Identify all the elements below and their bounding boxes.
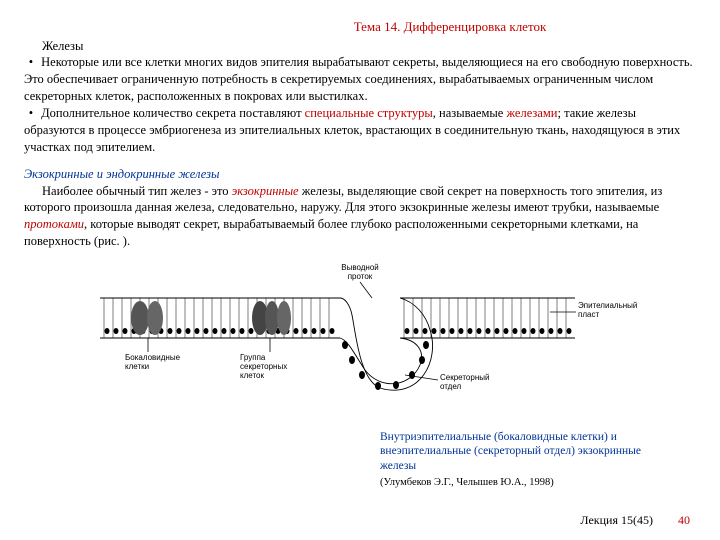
label-duct: Выводной: [341, 263, 379, 272]
p3b: экзокринные: [232, 184, 299, 198]
label-layer: Эпителиальный: [578, 301, 637, 310]
figure-caption: Внутриэпителиальные (бокаловидные клетки…: [380, 430, 680, 490]
para2-a: Дополнительное количество секрета постав…: [41, 106, 305, 120]
page-number: 40: [678, 513, 690, 527]
p3d: протоками: [24, 217, 84, 231]
paragraph-2: • Дополнительное количество секрета пост…: [24, 105, 696, 156]
page-footer: Лекция 15(45) 40: [580, 512, 690, 528]
para2-b: специальные структуры: [305, 106, 433, 120]
para1-text: Некоторые или все клетки многих видов эп…: [24, 55, 693, 103]
bullet-icon: •: [24, 105, 38, 122]
label-secretory-2: отдел: [440, 382, 462, 391]
label-layer-2: пласт: [578, 310, 599, 319]
label-secretory: Секреторный: [440, 373, 489, 382]
caption-main: Внутриэпителиальные (бокаловидные клетки…: [380, 430, 680, 475]
section-head-2: Экзокринные и эндокринные железы: [24, 166, 696, 183]
caption-source: (Улумбеков Э.Г., Челышев Ю.А., 1998): [380, 476, 680, 490]
label-group-2: секреторных: [240, 362, 287, 371]
cells: [104, 298, 572, 390]
label-goblet: Бокаловидные: [125, 353, 181, 362]
p3a: Наиболее обычный тип желез - это: [42, 184, 232, 198]
label-group-3: клеток: [240, 371, 264, 380]
label-goblet-2: клетки: [125, 362, 149, 371]
glands-subtitle: Железы: [24, 38, 696, 55]
p3e: , которые выводят секрет, вырабатываемый…: [24, 217, 638, 248]
para2-c: , называемые: [433, 106, 507, 120]
lecture-number: Лекция 15(45): [580, 513, 653, 527]
page-title: Тема 14. Дифференцировка клеток: [204, 18, 696, 36]
paragraph-1: • Некоторые или все клетки многих видов …: [24, 54, 696, 105]
figure: Выводной проток Эпителиальный пласт Бока…: [24, 260, 696, 410]
label-duct-2: проток: [348, 272, 373, 281]
bullet-icon: •: [24, 54, 38, 71]
goblet-cluster: [131, 301, 163, 335]
secretory-group: [252, 301, 291, 335]
gland-invagination: [340, 298, 433, 390]
paragraph-3: Наиболее обычный тип желез - это экзокри…: [24, 183, 696, 251]
para2-d: железами: [506, 106, 557, 120]
label-group: Группа: [240, 353, 266, 362]
